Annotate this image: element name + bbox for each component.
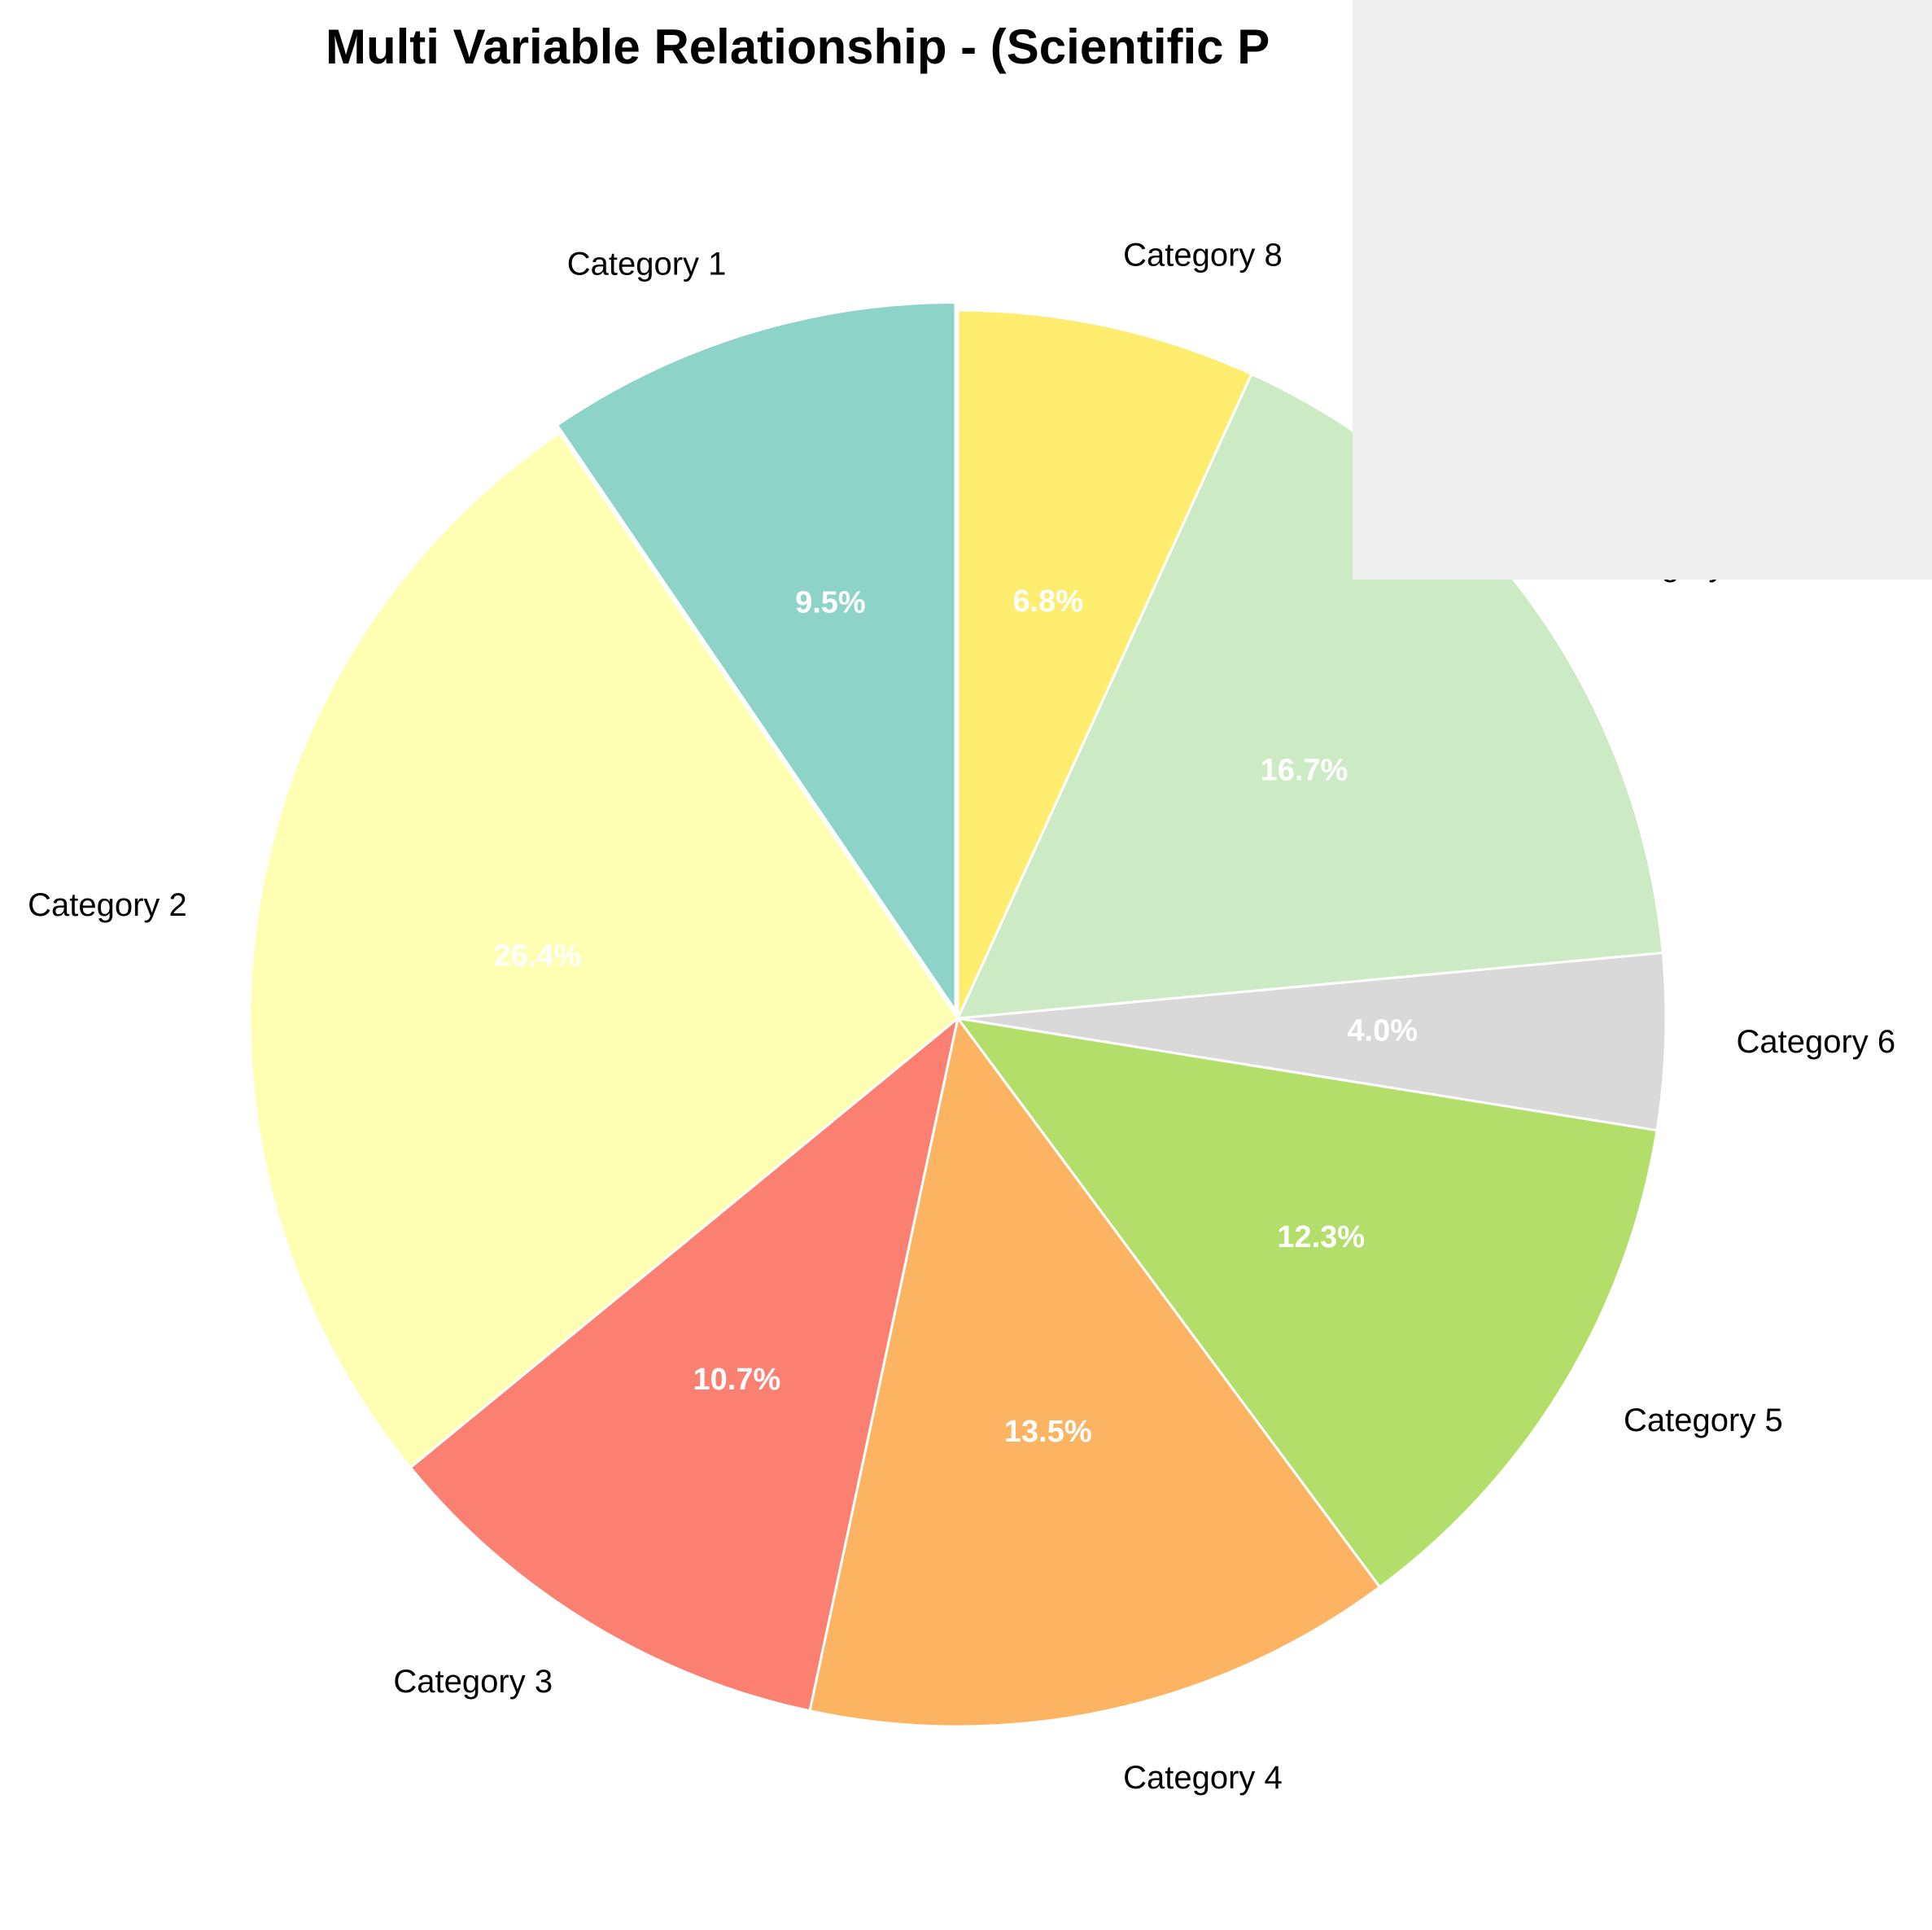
pie-slices: [248, 300, 1668, 1728]
pie-percent-labels: 9.5% 26.4% 10.7% 13.5% 12.3% 4.0% 16.7% 6.8%: [493, 584, 1418, 1449]
pie-slice-5: [955, 1016, 1659, 1589]
percent-label-7: 16.7%: [1261, 754, 1348, 788]
percent-label-3: 10.7%: [693, 1363, 781, 1397]
pie-slice-8: [956, 309, 1253, 1019]
slice-label-1: Category 1: [567, 246, 727, 282]
slice-label-6: Category 6: [1736, 1024, 1895, 1060]
percent-label-5: 12.3%: [1277, 1220, 1365, 1254]
pie-slice-1: [555, 300, 957, 1015]
slice-label-3: Category 3: [393, 1664, 553, 1700]
pie-slice-7: [955, 372, 1664, 1020]
pie-slice-6: [957, 951, 1668, 1132]
slice-label-2: Category 2: [28, 887, 187, 923]
pie-slice-4: [808, 1015, 1382, 1728]
pie-slice-2: [248, 431, 960, 1469]
percent-label-4: 13.5%: [1004, 1415, 1092, 1449]
chart-title: Multi Variable Relationship - (Scientifi…: [326, 20, 1270, 74]
occluding-panel: [1353, 0, 1932, 580]
percent-label-8: 6.8%: [1012, 584, 1083, 619]
percent-label-6: 4.0%: [1347, 1013, 1418, 1048]
slice-label-4: Category 4: [1123, 1760, 1283, 1796]
slice-label-5: Category 5: [1624, 1403, 1783, 1438]
percent-label-1: 9.5%: [795, 586, 866, 620]
slice-label-8: Category 8: [1123, 237, 1283, 273]
pie-slice-3: [409, 1015, 960, 1713]
percent-label-2: 26.4%: [493, 939, 581, 974]
